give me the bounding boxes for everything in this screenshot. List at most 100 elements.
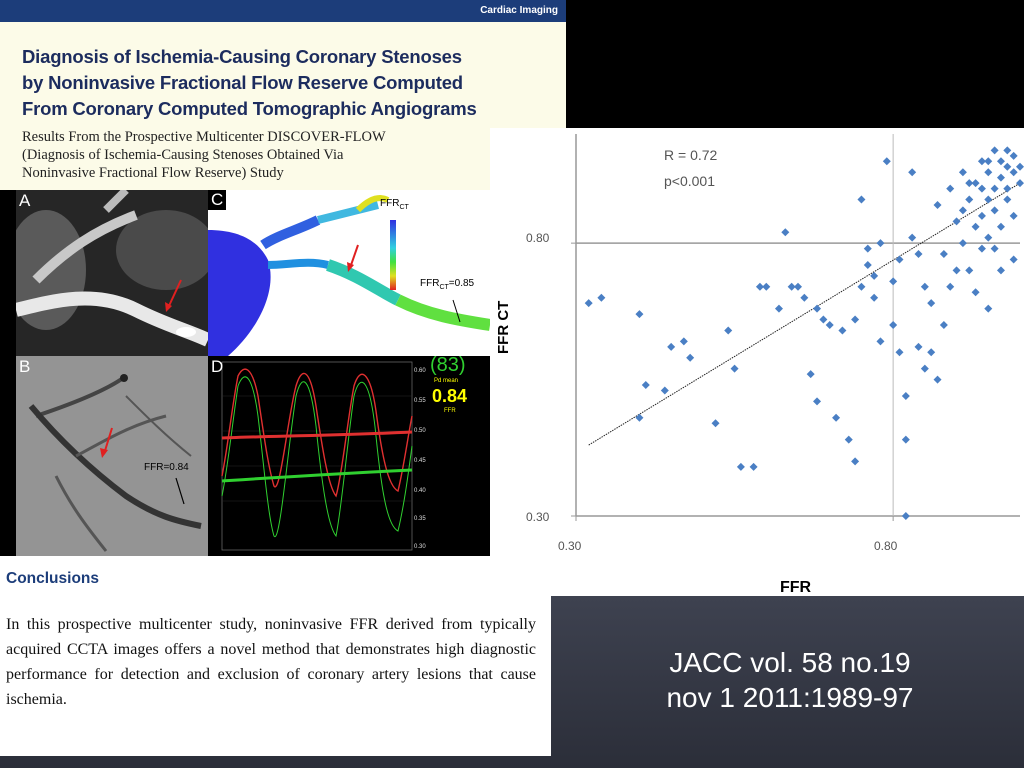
data-point bbox=[908, 233, 917, 242]
data-point bbox=[952, 217, 961, 226]
data-point bbox=[996, 173, 1005, 182]
data-point bbox=[711, 419, 720, 428]
panel-d-pressure-trace: D 0.60 0.55 0.50 0.45 0.40 0.35 0.30 (83… bbox=[208, 356, 490, 556]
data-point bbox=[660, 386, 669, 395]
data-point bbox=[635, 310, 644, 319]
data-point bbox=[1009, 255, 1018, 264]
data-point bbox=[863, 244, 872, 253]
panel-c-letter: C bbox=[208, 190, 227, 210]
data-point bbox=[870, 293, 879, 302]
paper-title: Diagnosis of Ischemia-Causing Coronary S… bbox=[22, 44, 562, 122]
data-point bbox=[667, 342, 676, 351]
data-point bbox=[819, 315, 828, 324]
data-point bbox=[730, 364, 739, 373]
panel-c-ffrct-right-main: FFR bbox=[420, 278, 440, 289]
data-point bbox=[958, 168, 967, 177]
data-point bbox=[958, 239, 967, 248]
panel-d-unit: FFR bbox=[444, 408, 456, 414]
panel-c-ffrct-top-main: FFR bbox=[380, 198, 400, 209]
data-point bbox=[933, 200, 942, 209]
data-point bbox=[952, 266, 961, 275]
data-point bbox=[641, 381, 650, 390]
panel-b-angiogram: B FFR=0.84 bbox=[16, 356, 208, 556]
data-point bbox=[679, 337, 688, 346]
data-point bbox=[889, 277, 898, 286]
data-point bbox=[920, 364, 929, 373]
panel-d-pd-label: Pd mean bbox=[434, 378, 459, 384]
data-point bbox=[762, 282, 771, 291]
data-point bbox=[1003, 146, 1012, 155]
x-tick-label: 0.80 bbox=[874, 539, 898, 553]
data-point bbox=[889, 321, 898, 329]
data-point bbox=[990, 184, 999, 193]
data-point bbox=[863, 260, 872, 269]
data-point bbox=[1003, 195, 1012, 204]
data-point bbox=[1009, 151, 1018, 160]
panel-d-tick: 0.30 bbox=[414, 544, 426, 550]
data-point bbox=[996, 157, 1005, 166]
panel-b-ffr-label: FFR=0.84 bbox=[144, 462, 189, 473]
data-point bbox=[901, 435, 910, 444]
data-point bbox=[971, 288, 980, 297]
data-point bbox=[927, 348, 936, 357]
data-point bbox=[838, 326, 847, 335]
paper-header: Cardiac Imaging Diagnosis of Ischemia-Ca… bbox=[0, 0, 566, 190]
data-point bbox=[901, 391, 910, 400]
data-point bbox=[800, 293, 809, 302]
data-point bbox=[908, 168, 917, 177]
panel-d-tick: 0.40 bbox=[414, 488, 426, 494]
data-point bbox=[825, 321, 834, 329]
data-point bbox=[597, 293, 606, 302]
pressure-trace-plot bbox=[208, 356, 490, 556]
data-point bbox=[876, 239, 885, 248]
data-point bbox=[749, 462, 758, 471]
panel-c-ffrct-right-sub: CT bbox=[439, 284, 449, 291]
x-tick-label: 0.30 bbox=[558, 539, 582, 553]
panel-d-tick: 0.50 bbox=[414, 428, 426, 434]
paper-title-line-1: Diagnosis of Ischemia-Causing Coronary S… bbox=[22, 46, 462, 67]
data-point bbox=[857, 282, 866, 291]
data-point bbox=[996, 222, 1005, 231]
panel-d-letter: D bbox=[211, 357, 224, 376]
citation-line-2: nov 1 2011:1989-97 bbox=[666, 682, 914, 713]
paper-title-line-2: by Noninvasive Fractional Flow Reserve C… bbox=[22, 72, 463, 93]
data-point bbox=[832, 413, 841, 422]
data-point bbox=[806, 370, 815, 379]
data-point bbox=[895, 255, 904, 264]
annotation-p: p<0.001 bbox=[664, 173, 715, 189]
data-point bbox=[1003, 184, 1012, 193]
paper-subtitle-line-3: Noninvasive Fractional Flow Reserve) Stu… bbox=[22, 165, 284, 181]
panel-d-tick: 0.35 bbox=[414, 516, 426, 522]
paper-subtitle-line-2: (Diagnosis of Ischemia-Causing Stenoses … bbox=[22, 147, 344, 163]
panel-a-letter: A bbox=[19, 191, 31, 210]
data-point bbox=[901, 512, 910, 520]
data-point bbox=[584, 299, 593, 308]
panel-d-index: (83) bbox=[430, 356, 466, 376]
data-point bbox=[965, 179, 974, 188]
data-point bbox=[977, 157, 986, 166]
data-point bbox=[965, 195, 974, 204]
ffrct-3d-model bbox=[208, 190, 490, 356]
data-point bbox=[971, 222, 980, 231]
data-point bbox=[977, 211, 986, 220]
data-point bbox=[958, 206, 967, 215]
panel-c-ffrct-top-sub: CT bbox=[399, 204, 409, 211]
panel-c-ffrct-right-value: =0.85 bbox=[448, 278, 475, 289]
data-point bbox=[876, 337, 885, 346]
panel-d-tick: 0.60 bbox=[414, 368, 426, 374]
trendline bbox=[588, 182, 1021, 446]
data-point bbox=[882, 157, 891, 166]
data-point bbox=[971, 179, 980, 188]
panel-c-ffrct-label-top: FFRCT bbox=[380, 198, 409, 211]
data-point bbox=[813, 304, 822, 313]
x-axis-label: FFR bbox=[780, 579, 812, 596]
data-point bbox=[977, 244, 986, 253]
section-label: Cardiac Imaging bbox=[0, 0, 566, 22]
data-point bbox=[755, 282, 764, 291]
data-point bbox=[984, 304, 993, 313]
angiogram-image bbox=[16, 356, 208, 556]
data-point bbox=[977, 184, 986, 193]
data-point bbox=[857, 195, 866, 204]
data-point bbox=[851, 315, 860, 324]
panel-b-letter: B bbox=[19, 357, 31, 376]
